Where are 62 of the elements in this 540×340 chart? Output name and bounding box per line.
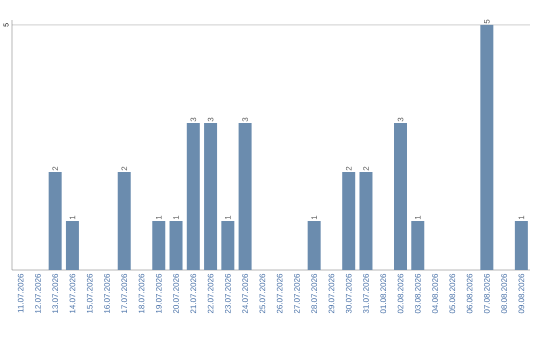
data-label: 1 (156, 216, 162, 220)
x-tick-label: 28.07.2026 (311, 274, 317, 314)
x-tick-label: 01.08.2026 (380, 274, 386, 314)
x-tick-label: 06.08.2026 (466, 274, 472, 314)
data-label: 1 (173, 216, 179, 220)
bar (342, 172, 356, 270)
data-label: 1 (311, 216, 317, 220)
x-tick-label: 08.08.2026 (501, 274, 507, 314)
data-label: 3 (398, 118, 404, 122)
x-tick-label: 24.07.2026 (242, 274, 248, 314)
x-tick-label: 20.07.2026 (173, 274, 179, 314)
bar (221, 220, 234, 270)
bar (359, 172, 372, 270)
x-tick-label: 23.07.2026 (225, 274, 231, 314)
data-label: 3 (242, 118, 248, 122)
data-label: 1 (225, 216, 231, 220)
x-tick-label: 22.07.2026 (208, 274, 214, 314)
data-label: 3 (190, 118, 196, 122)
bar (48, 172, 62, 270)
x-tick-label: 16.07.2026 (104, 274, 110, 313)
x-tick-label: 25.07.2026 (260, 274, 266, 314)
x-tick-label: 03.08.2026 (414, 274, 421, 314)
bar (66, 220, 79, 270)
data-label: 2 (363, 166, 369, 170)
x-tick-label: 27.07.2026 (294, 274, 300, 314)
bar (514, 220, 528, 270)
data-label: 1 (518, 216, 524, 220)
x-tick-label: 05.08.2026 (449, 274, 456, 314)
x-tick-label: 31.07.2026 (363, 274, 369, 314)
data-label: 1 (415, 216, 421, 220)
bar (170, 220, 183, 270)
x-tick-label: 11.07.2026 (18, 274, 24, 312)
x-tick-label: 30.07.2026 (346, 274, 352, 314)
x-tick-label: 02.08.2026 (398, 274, 404, 314)
x-tick-label: 21.07.2026 (190, 274, 196, 314)
x-tick-label: 07.08.2026 (484, 274, 490, 314)
bar (238, 122, 252, 270)
x-tick-label: 26.07.2026 (276, 274, 282, 314)
bar (411, 220, 424, 270)
x-tick-label: 17.07.2026 (121, 274, 128, 313)
bar (480, 24, 494, 270)
x-tick-label: 19.07.2026 (156, 274, 162, 313)
x-tick-label: 13.07.2026 (52, 274, 58, 313)
bar (118, 172, 131, 270)
x-tick-label: 09.08.2026 (518, 274, 524, 314)
x-tick-label: 14.07.2026 (70, 274, 76, 313)
x-tick-label: 12.07.2026 (35, 274, 41, 313)
data-label: 5 (484, 20, 490, 24)
x-tick-label: 04.08.2026 (432, 274, 438, 314)
data-label: 1 (70, 216, 76, 220)
x-tick-label: 15.07.2026 (86, 274, 93, 313)
data-label: 2 (52, 166, 58, 170)
bar (186, 122, 200, 270)
x-tick-label: 29.07.2026 (328, 274, 334, 314)
bar (394, 122, 407, 270)
data-label: 2 (121, 166, 128, 170)
data-label: 3 (208, 118, 214, 122)
bar (308, 220, 321, 270)
bar (204, 122, 218, 270)
bar (152, 220, 166, 270)
data-label: 2 (346, 166, 352, 170)
x-tick-label: 18.07.2026 (138, 274, 144, 313)
